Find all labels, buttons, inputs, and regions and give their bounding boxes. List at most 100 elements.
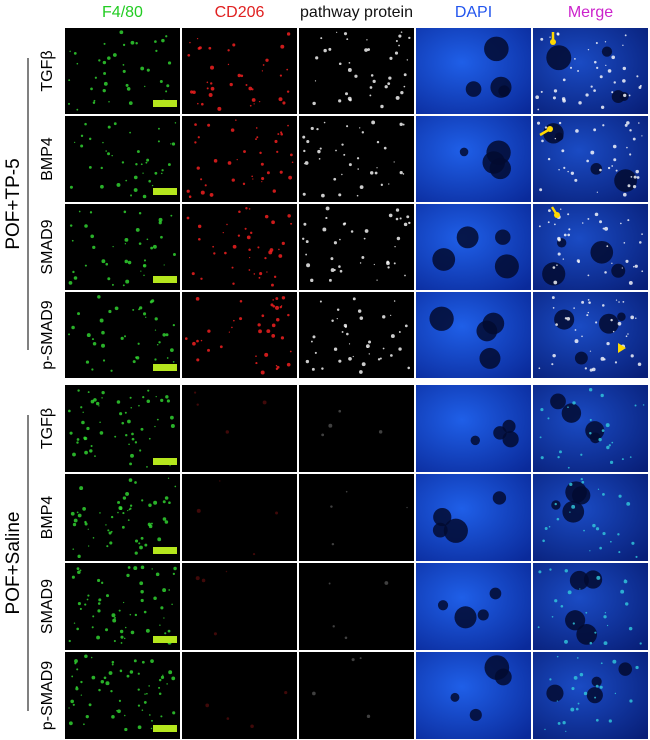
signal xyxy=(103,72,107,75)
signal xyxy=(312,335,316,339)
signal xyxy=(117,511,119,514)
signal xyxy=(387,82,391,86)
signal xyxy=(170,415,174,420)
signal xyxy=(359,127,361,129)
signal xyxy=(118,699,122,703)
signal xyxy=(303,149,306,153)
signal xyxy=(111,283,114,286)
signal xyxy=(549,36,551,38)
signal xyxy=(124,259,129,264)
signal xyxy=(262,64,265,66)
signal xyxy=(356,157,360,160)
signal xyxy=(165,333,169,337)
signal xyxy=(143,274,145,277)
signal xyxy=(609,460,614,465)
signal xyxy=(231,266,234,269)
signal xyxy=(251,98,256,102)
signal xyxy=(130,194,133,197)
signal xyxy=(361,131,365,134)
signal xyxy=(146,68,150,72)
signal xyxy=(372,79,376,83)
signal xyxy=(289,350,292,353)
signal xyxy=(399,122,403,126)
signal xyxy=(148,437,151,440)
signal xyxy=(606,341,610,346)
signal xyxy=(136,150,140,154)
signal xyxy=(336,31,338,33)
signal xyxy=(127,260,132,265)
signal xyxy=(197,224,202,229)
signal xyxy=(594,631,597,634)
signal xyxy=(251,175,253,178)
arrowhead xyxy=(618,343,626,353)
signal xyxy=(80,680,83,684)
signal xyxy=(88,137,92,141)
follicle xyxy=(574,351,588,365)
signal xyxy=(408,221,411,225)
signal xyxy=(317,149,321,154)
signal xyxy=(209,193,214,197)
signal xyxy=(389,56,393,60)
signal xyxy=(581,480,585,484)
signal xyxy=(278,248,280,251)
signal xyxy=(194,123,197,126)
signal xyxy=(140,163,143,166)
signal xyxy=(619,222,622,225)
signal xyxy=(602,304,605,307)
signal xyxy=(567,213,570,216)
signal xyxy=(73,51,77,55)
signal xyxy=(403,73,407,77)
signal xyxy=(302,237,305,240)
signal xyxy=(142,264,147,268)
signal xyxy=(348,343,351,345)
micrograph-panel xyxy=(299,652,414,739)
follicle xyxy=(601,46,613,57)
signal xyxy=(105,628,109,632)
signal xyxy=(122,601,125,604)
signal xyxy=(107,277,111,281)
signal xyxy=(164,632,167,635)
signal xyxy=(89,449,93,453)
signal xyxy=(331,542,335,546)
signal xyxy=(287,214,291,218)
signal xyxy=(153,596,157,600)
signal xyxy=(245,207,248,210)
signal xyxy=(320,37,323,40)
signal xyxy=(109,541,113,545)
signal xyxy=(248,269,251,271)
signal xyxy=(627,184,631,188)
signal xyxy=(343,153,346,156)
signal xyxy=(167,61,172,65)
signal xyxy=(68,102,71,105)
scale-bar xyxy=(153,276,177,283)
signal xyxy=(105,594,110,598)
signal xyxy=(399,217,402,220)
signal xyxy=(390,334,395,339)
signal xyxy=(130,630,135,635)
signal xyxy=(103,676,107,680)
signal xyxy=(96,635,101,640)
signal xyxy=(76,441,79,444)
signal xyxy=(257,323,261,327)
signal xyxy=(171,676,176,681)
signal xyxy=(351,658,355,662)
signal xyxy=(255,355,257,358)
signal xyxy=(630,315,635,320)
signal xyxy=(232,244,237,249)
signal xyxy=(310,278,314,283)
signal xyxy=(377,358,381,361)
signal xyxy=(388,183,390,185)
signal xyxy=(614,361,618,364)
signal xyxy=(200,339,203,342)
signal xyxy=(252,552,256,556)
signal xyxy=(551,363,554,366)
signal xyxy=(108,309,112,314)
follicle xyxy=(495,229,511,245)
signal xyxy=(343,32,348,36)
signal xyxy=(196,508,201,513)
signal xyxy=(106,545,109,548)
signal xyxy=(122,496,127,500)
signal xyxy=(541,139,544,143)
signal xyxy=(196,38,199,40)
signal xyxy=(235,119,237,121)
